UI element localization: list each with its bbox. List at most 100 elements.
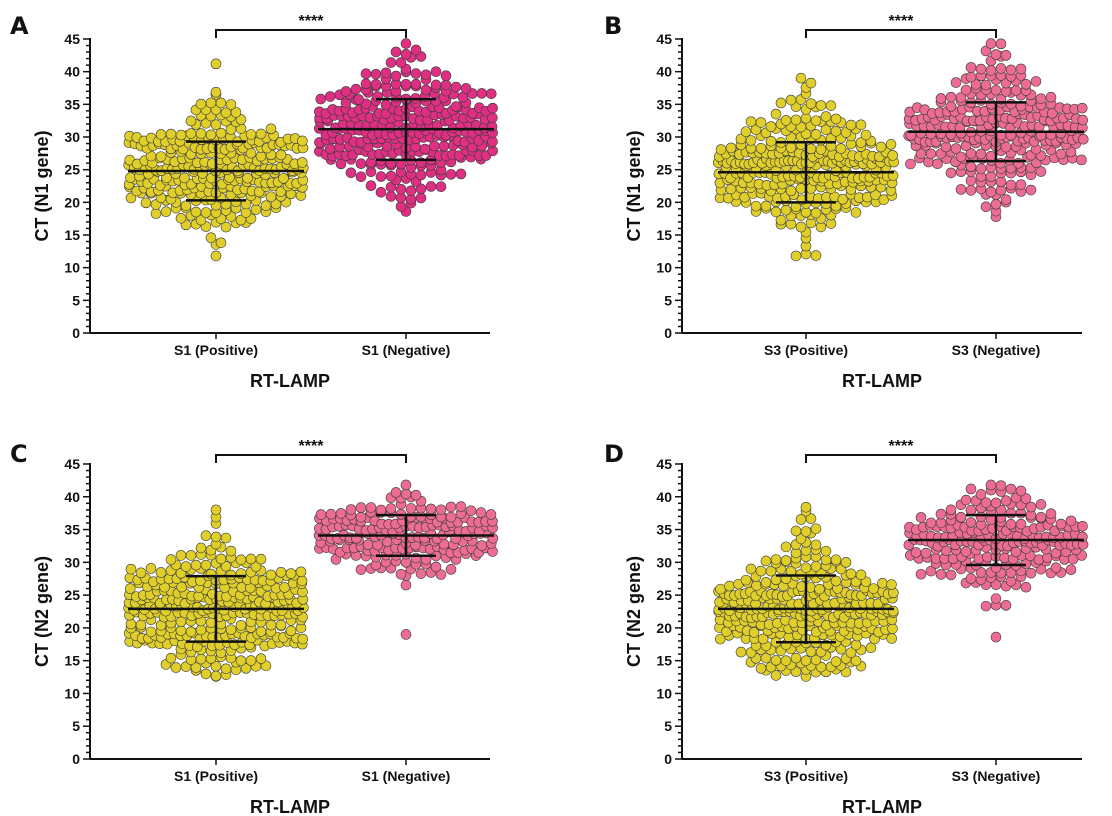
data-point (965, 504, 977, 516)
data-point (750, 124, 762, 136)
data-point (960, 84, 972, 96)
data-point (185, 550, 197, 561)
data-point (1045, 91, 1057, 103)
data-point (435, 181, 447, 192)
data-point (810, 561, 822, 572)
data-point (800, 526, 812, 537)
data-point (755, 117, 767, 128)
data-point (985, 186, 997, 198)
data-point (945, 569, 957, 581)
data-point (425, 503, 437, 515)
data-point (485, 88, 497, 100)
data-point (835, 143, 847, 154)
data-point (255, 553, 267, 565)
data-point (795, 533, 807, 545)
data-point (960, 494, 972, 506)
data-point (920, 547, 932, 559)
data-point (195, 653, 207, 665)
data-point (285, 625, 297, 637)
data-point (760, 652, 772, 664)
data-point (965, 483, 977, 495)
data-point (845, 568, 857, 580)
data-point (455, 501, 467, 512)
data-point (850, 207, 862, 218)
data-point (185, 115, 197, 127)
data-point (405, 503, 417, 514)
data-point (250, 561, 262, 572)
y-tick-label: 5 (664, 292, 672, 308)
data-point (740, 126, 752, 137)
data-point (175, 129, 187, 141)
data-point (180, 561, 192, 572)
data-point (945, 167, 957, 179)
data-point (215, 127, 227, 139)
data-point (395, 569, 407, 580)
y-tick-label: 40 (64, 489, 80, 505)
data-point (275, 149, 287, 161)
data-point (905, 158, 916, 170)
data-point (845, 647, 857, 658)
data-point (420, 69, 432, 81)
data-point (770, 670, 782, 681)
series-positive (123, 504, 309, 682)
data-point (205, 568, 217, 580)
data-point (868, 583, 879, 594)
data-point (390, 487, 402, 498)
data-point (297, 633, 309, 645)
data-point (365, 502, 377, 513)
data-point (270, 198, 282, 210)
data-point (275, 567, 287, 578)
data-point (324, 143, 336, 155)
panel-letter: D (604, 440, 624, 468)
y-axis-title: CT (N2 gene) (624, 556, 644, 667)
data-point (1000, 50, 1012, 61)
data-point (362, 539, 374, 550)
data-point (780, 204, 792, 216)
data-point (985, 171, 997, 182)
x-tick-label: S1 (Positive) (174, 768, 258, 784)
y-tick-label: 10 (656, 685, 672, 701)
data-point (995, 63, 1007, 74)
data-point (175, 550, 187, 561)
data-point (855, 119, 867, 131)
y-axis-title: CT (N2 gene) (32, 556, 52, 667)
data-point (850, 639, 862, 651)
data-point (810, 129, 822, 140)
data-point (395, 57, 407, 68)
data-point (780, 115, 792, 126)
data-point (245, 553, 257, 565)
data-point (910, 547, 922, 558)
data-point (179, 172, 190, 184)
panel-b: B 0 5 10 15 20 25 30 35 40 45 S3 (Positive) S3 (Nega… (604, 12, 1089, 391)
data-point (465, 505, 477, 517)
y-axis-title: CT (N1 gene) (624, 130, 644, 241)
y-tick-label: 30 (64, 554, 80, 570)
data-point (1077, 133, 1089, 145)
data-point (751, 580, 762, 591)
data-point (405, 185, 417, 197)
data-point (820, 554, 832, 566)
data-point (1005, 567, 1017, 579)
data-point (965, 517, 977, 528)
data-point (785, 94, 797, 106)
data-point (200, 668, 212, 680)
data-point (420, 84, 432, 96)
data-point (757, 633, 769, 645)
data-point (990, 199, 1002, 210)
data-point (755, 143, 767, 154)
data-point (430, 66, 442, 77)
data-point (1065, 564, 1077, 576)
data-point (985, 38, 997, 49)
data-point (1015, 485, 1027, 497)
data-point (195, 624, 207, 636)
data-point (805, 646, 817, 658)
data-point (1000, 495, 1012, 507)
data-point (770, 108, 782, 120)
data-point (125, 172, 136, 183)
data-point (800, 112, 812, 124)
data-point (460, 83, 472, 94)
data-point (355, 512, 367, 523)
data-point (435, 569, 447, 580)
y-tick-label: 0 (72, 325, 80, 341)
data-point (995, 38, 1007, 50)
